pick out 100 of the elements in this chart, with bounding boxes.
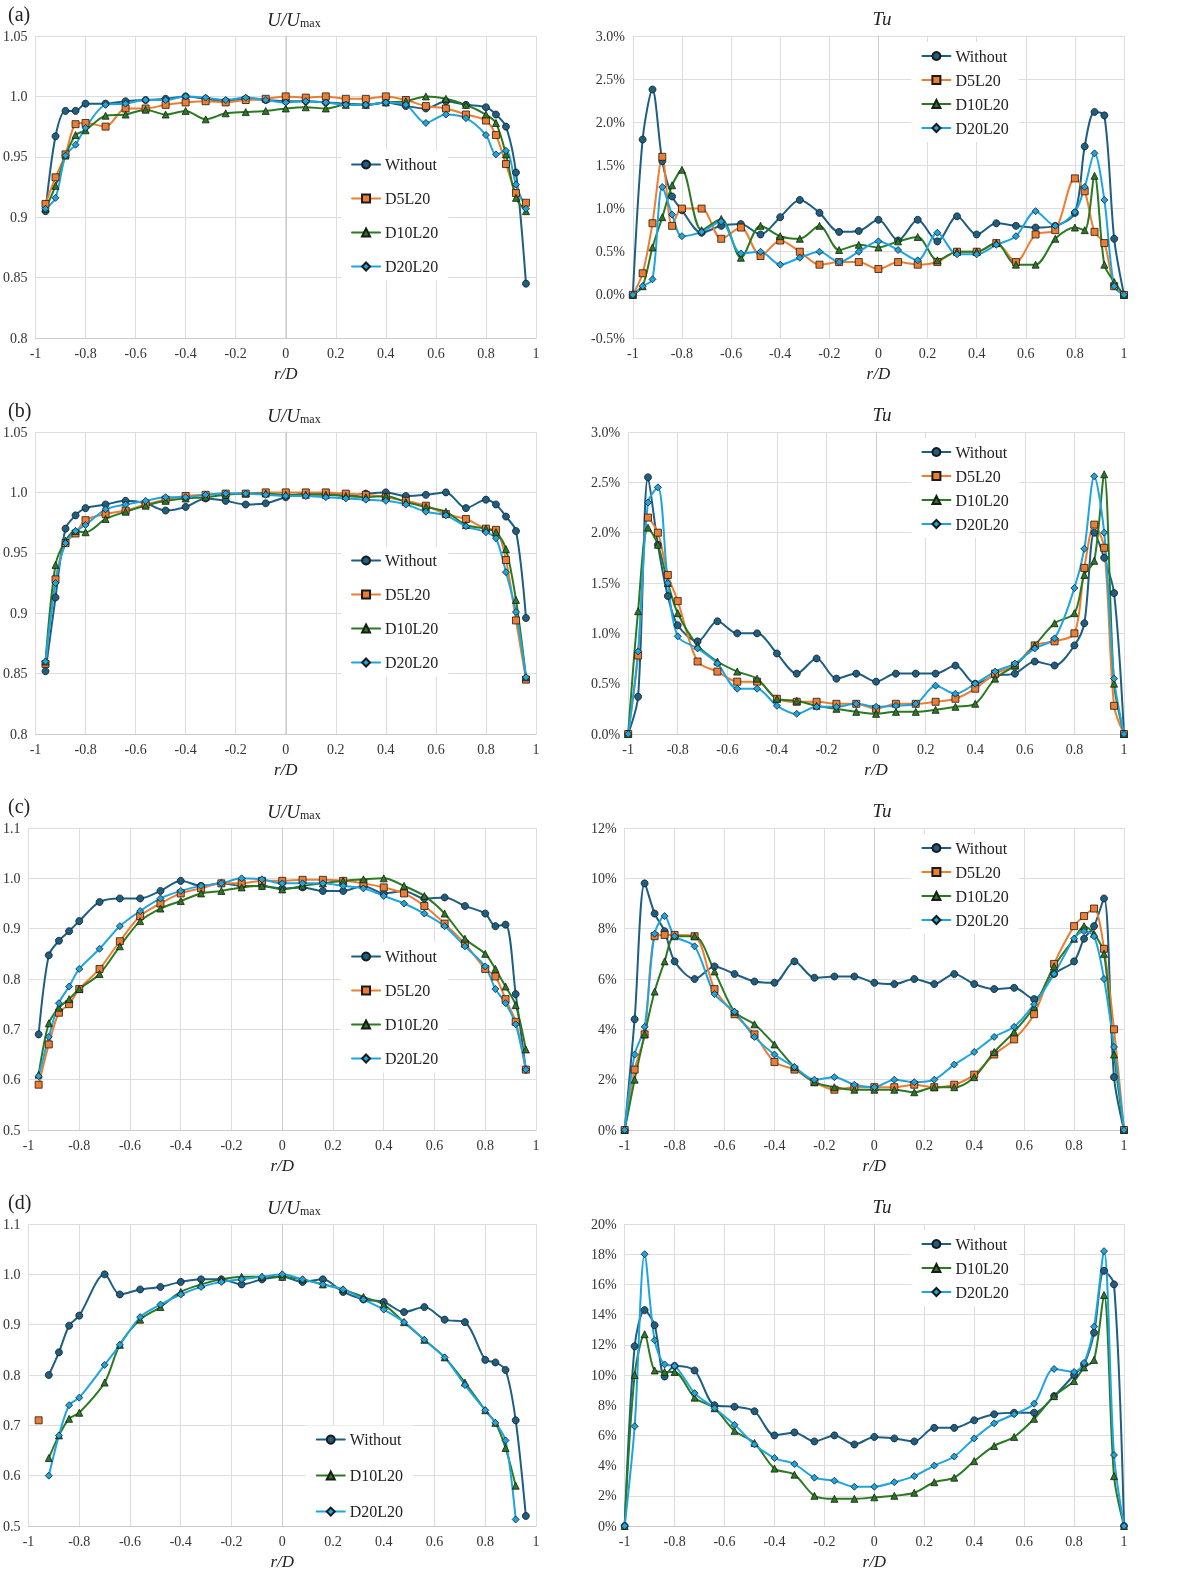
x-tick-label: 0 bbox=[278, 1137, 286, 1153]
x-tick-label: 0.2 bbox=[915, 1137, 934, 1153]
text: (d) bbox=[8, 1191, 32, 1214]
y-tick-label: 1.5% bbox=[590, 575, 621, 591]
x-tick-label: -0.8 bbox=[670, 345, 694, 361]
legend-label: D10L20 bbox=[349, 1467, 404, 1485]
y-tick-label: 2% bbox=[597, 1488, 617, 1504]
x-axis-title: r/D bbox=[270, 1551, 295, 1571]
x-tick-label: 0.4 bbox=[965, 1533, 983, 1549]
x-tick-label: 0 bbox=[278, 1533, 286, 1549]
x-tick-label: 0 bbox=[874, 345, 882, 361]
legend-label: D10L20 bbox=[955, 887, 1009, 905]
x-tick-label: 0.6 bbox=[425, 1137, 444, 1153]
y-tick-label: 20% bbox=[590, 1216, 617, 1232]
y-tick-label: 0.8 bbox=[10, 330, 28, 346]
text: (b) bbox=[8, 399, 32, 422]
legend-label: D20L20 bbox=[385, 257, 439, 275]
legend-label: D20L20 bbox=[955, 119, 1009, 137]
legend-label: D20L20 bbox=[955, 515, 1009, 533]
x-tick-label: 0.6 bbox=[425, 1533, 444, 1549]
x-tick-label: -0.2 bbox=[818, 345, 841, 361]
x-tick-label: 0.2 bbox=[918, 345, 937, 361]
x-tick-label: -1 bbox=[618, 1137, 631, 1153]
y-tick-label: 0.5 bbox=[3, 1122, 21, 1138]
legend-label: Without bbox=[385, 947, 438, 965]
x-tick-label: 0 bbox=[870, 1533, 878, 1549]
x-tick-label: -0.4 bbox=[765, 741, 788, 757]
x-tick-label: 0 bbox=[870, 1137, 878, 1153]
x-tick-label: 1 bbox=[532, 1137, 540, 1153]
legend-label: D10L20 bbox=[385, 619, 439, 637]
y-tick-label: -0.5% bbox=[591, 330, 626, 346]
x-tick-label: 0 bbox=[282, 345, 290, 361]
y-tick-label: 0.8 bbox=[10, 726, 28, 742]
legend-label: Without bbox=[385, 155, 438, 173]
x-tick-label: -0.8 bbox=[663, 1533, 686, 1549]
x-tick-label: 0.6 bbox=[427, 741, 445, 757]
x-tick-label: 1 bbox=[1120, 345, 1128, 361]
y-tick-label: 12% bbox=[590, 820, 617, 836]
legend-label: D20L20 bbox=[349, 1503, 404, 1521]
x-tick-label: 0.8 bbox=[476, 1137, 494, 1153]
x-tick-label: -0.8 bbox=[74, 345, 97, 361]
x-tick-label: -0.2 bbox=[815, 741, 838, 757]
y-tick-label: 1.0 bbox=[3, 1266, 21, 1282]
legend-label: D5L20 bbox=[955, 863, 1001, 881]
x-tick-label: -0.6 bbox=[124, 345, 147, 361]
x-tick-label: 0.2 bbox=[327, 741, 345, 757]
y-tick-label: 0.95 bbox=[3, 149, 28, 165]
x-tick-label: -0.4 bbox=[769, 345, 792, 361]
y-tick-label: 0.5% bbox=[590, 676, 621, 692]
y-tick-label: 0.85 bbox=[3, 666, 28, 682]
y-tick-label: 1.0 bbox=[10, 88, 28, 104]
legend-label: D5L20 bbox=[955, 71, 1001, 89]
legend-label: Without bbox=[955, 1235, 1008, 1253]
y-tick-label: 0.8 bbox=[3, 1367, 21, 1383]
x-axis-title: r/D bbox=[273, 759, 299, 779]
y-tick-label: 0.5% bbox=[595, 244, 626, 260]
x-tick-label: -0.6 bbox=[719, 345, 743, 361]
x-tick-label: 0.8 bbox=[1065, 1137, 1083, 1153]
x-tick-label: -0.8 bbox=[74, 741, 97, 757]
chart-title: Tu bbox=[872, 1196, 892, 1217]
y-tick-label: 1.0 bbox=[10, 484, 28, 500]
x-tick-label: -0.2 bbox=[224, 741, 247, 757]
x-tick-label: 0.2 bbox=[327, 345, 345, 361]
x-tick-label: 1 bbox=[1120, 1137, 1128, 1153]
legend-label: D5L20 bbox=[385, 981, 431, 999]
chart-title: Tu bbox=[872, 404, 892, 425]
legend-label: D20L20 bbox=[385, 653, 439, 671]
legend-label: D10L20 bbox=[955, 95, 1009, 113]
legend-label: D5L20 bbox=[385, 189, 431, 207]
x-tick-label: 0.8 bbox=[477, 345, 495, 361]
y-tick-label: 1.05 bbox=[3, 424, 28, 440]
x-tick-label: 0.6 bbox=[1015, 1137, 1033, 1153]
y-tick-label: 1.1 bbox=[3, 1216, 21, 1232]
x-tick-label: 0.8 bbox=[477, 741, 495, 757]
x-tick-label: 0.4 bbox=[377, 345, 395, 361]
x-tick-label: 0.8 bbox=[1065, 741, 1084, 757]
y-tick-label: 10% bbox=[590, 1367, 617, 1383]
y-tick-label: 0% bbox=[597, 1518, 617, 1534]
x-tick-label: -0.6 bbox=[716, 741, 739, 757]
x-axis-title: r/D bbox=[273, 363, 299, 383]
y-tick-label: 0.6 bbox=[3, 1468, 21, 1484]
x-axis-title: r/D bbox=[270, 1155, 295, 1175]
legend-label: Without bbox=[955, 839, 1008, 857]
x-tick-label: -1 bbox=[22, 1533, 35, 1549]
x-tick-label: 1 bbox=[532, 741, 540, 757]
legend-label: D10L20 bbox=[385, 223, 439, 241]
y-tick-label: 3.0% bbox=[590, 424, 621, 440]
legend-label: Without bbox=[349, 1431, 403, 1449]
y-tick-label: 2% bbox=[597, 1072, 617, 1088]
y-tick-label: 1.1 bbox=[3, 820, 21, 836]
y-tick-label: 6% bbox=[597, 1427, 617, 1443]
x-axis-title: r/D bbox=[862, 1551, 887, 1571]
x-tick-label: -1 bbox=[22, 1137, 35, 1153]
y-tick-label: 2.5% bbox=[595, 71, 626, 87]
x-tick-label: 0.8 bbox=[476, 1533, 494, 1549]
y-tick-label: 12% bbox=[590, 1337, 617, 1353]
y-tick-label: 1.0% bbox=[590, 625, 621, 641]
x-tick-label: 0.4 bbox=[967, 345, 986, 361]
y-tick-label: 0.5 bbox=[3, 1518, 21, 1534]
x-tick-label: -0.6 bbox=[118, 1533, 142, 1549]
